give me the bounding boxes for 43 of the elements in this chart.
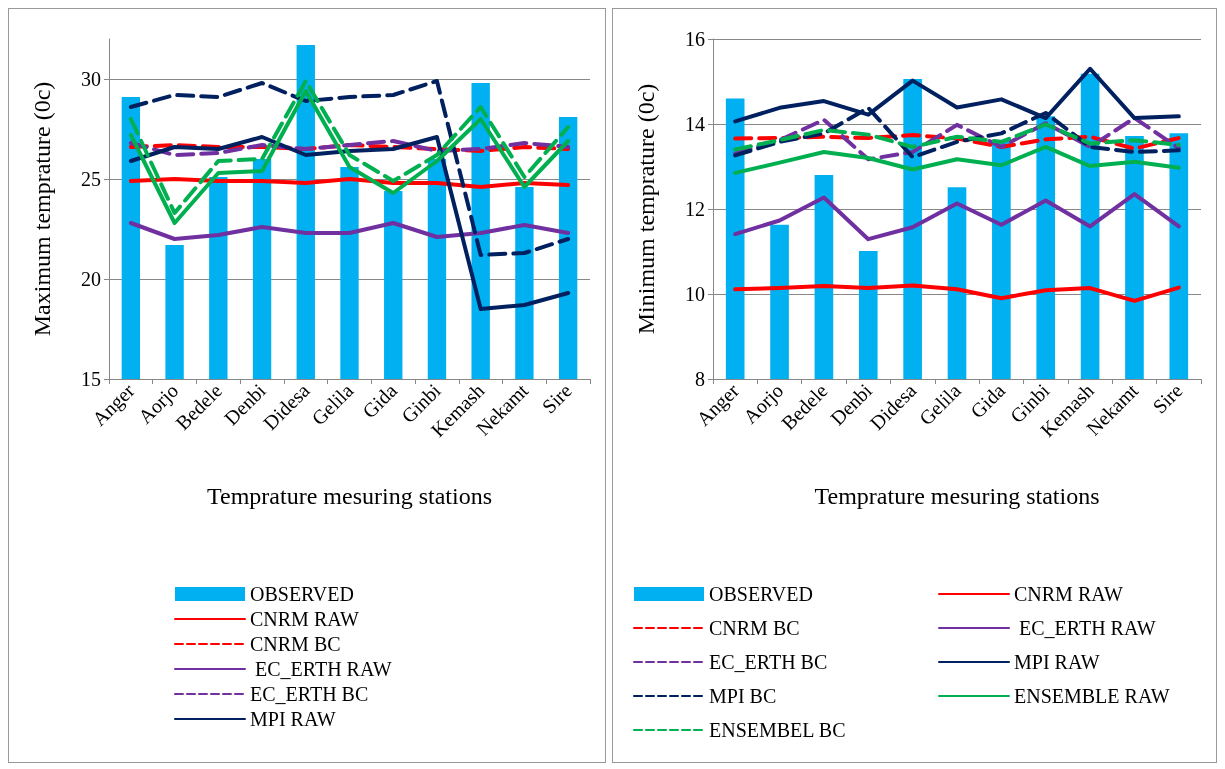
- legend-label: EC_ERTH RAW: [250, 658, 392, 680]
- legend-label: ENSEMBLE RAW: [1014, 685, 1170, 707]
- line-series: [128, 221, 571, 241]
- x-tick-label: Gida: [966, 379, 1010, 423]
- y-tick-label: 16: [685, 28, 705, 50]
- legend-label: EC_ERTH BC: [250, 683, 369, 705]
- legend-label: MPI BC: [709, 685, 777, 707]
- legend-label: ENSEMBEL BC: [709, 719, 846, 741]
- line-series: [128, 139, 571, 157]
- line-series: [128, 135, 571, 311]
- legend-label: CNRM RAW: [1014, 583, 1124, 605]
- x-tick-label: Sire: [537, 379, 576, 418]
- line-series: [128, 143, 571, 153]
- line-series: [733, 192, 1181, 242]
- legend-label: CNRM BC: [709, 617, 800, 639]
- y-tick-label: 12: [685, 198, 705, 220]
- legend-label: CNRM RAW: [250, 608, 360, 630]
- line-series: [733, 116, 1181, 162]
- y-axis-title: Maximum temprature (0c): [29, 81, 55, 337]
- line-series: [128, 79, 571, 257]
- legend-label: EC_ERTH BC: [709, 651, 828, 673]
- legend-label: EC_ERTH RAW: [1014, 617, 1156, 639]
- x-axis-title: Temprature mesuring stations: [814, 483, 1100, 509]
- x-axis-title: Temprature mesuring stations: [207, 483, 492, 509]
- legend-label: MPI RAW: [1014, 651, 1100, 673]
- legend-label: MPI RAW: [250, 708, 336, 730]
- y-axis-title: Minimum temprature (0c): [633, 83, 659, 335]
- legend-label: OBSERVED: [709, 583, 813, 605]
- y-tick-label: 25: [81, 168, 101, 190]
- y-tick-label: 8: [695, 368, 705, 390]
- y-tick-label: 10: [685, 283, 705, 305]
- x-tick-label: Sire: [1148, 379, 1187, 418]
- y-tick-label: 20: [81, 268, 101, 290]
- x-tick-label: Gida: [357, 379, 402, 423]
- y-tick-label: 30: [81, 68, 101, 90]
- line-series: [733, 283, 1181, 303]
- y-tick-label: 14: [685, 113, 705, 135]
- y-tick-label: 15: [81, 368, 101, 390]
- line-series: [733, 133, 1181, 151]
- line-series: [733, 144, 1181, 175]
- line-series: [733, 122, 1181, 152]
- legend-label: CNRM BC: [250, 633, 341, 655]
- legend-label: OBSERVED: [250, 583, 354, 605]
